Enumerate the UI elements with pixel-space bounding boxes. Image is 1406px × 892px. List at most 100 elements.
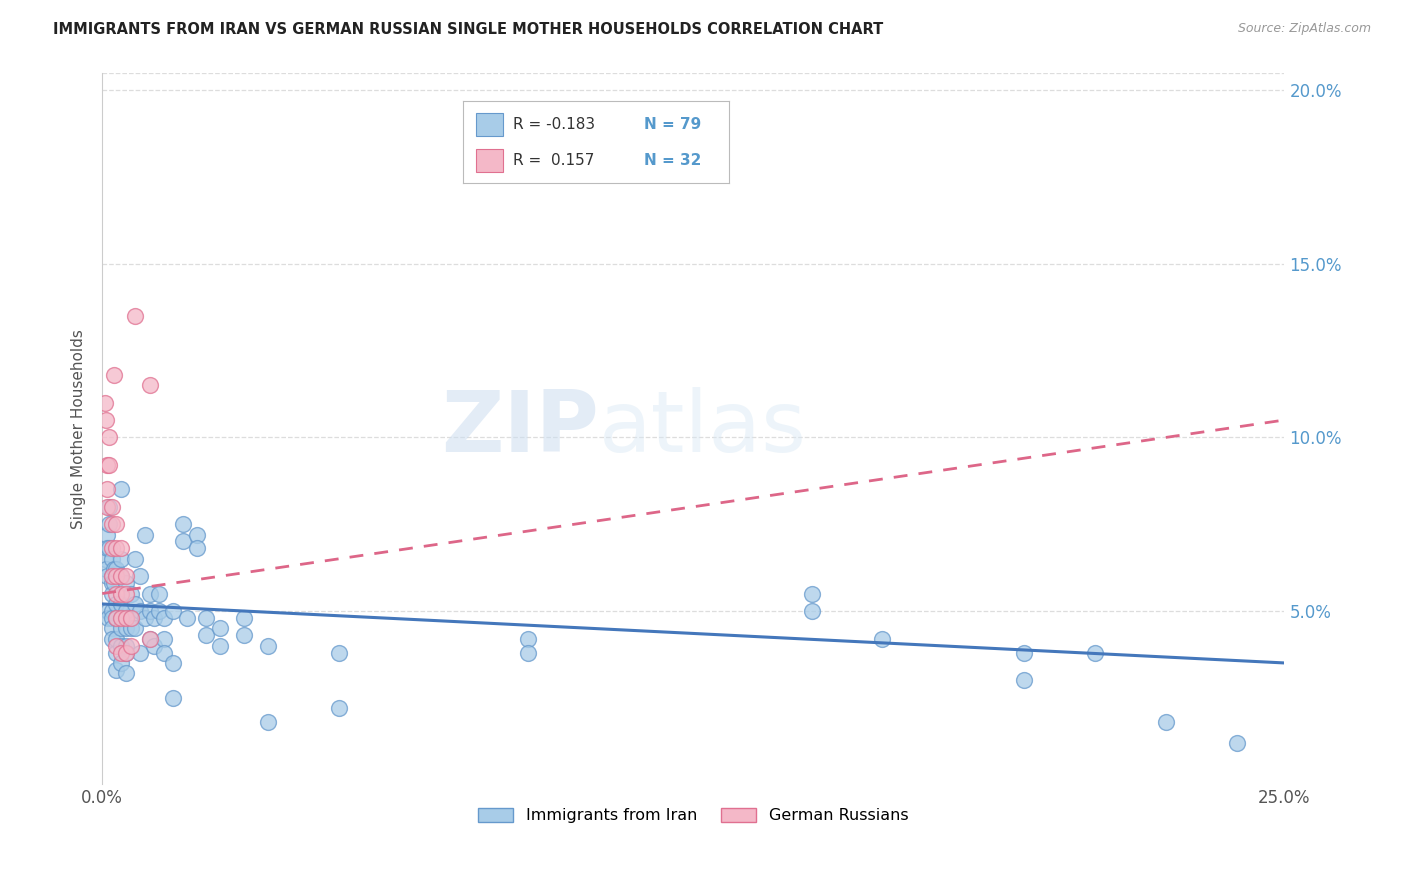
Point bbox=[103, 576, 125, 591]
Point bbox=[134, 527, 156, 541]
Text: Source: ZipAtlas.com: Source: ZipAtlas.com bbox=[1237, 22, 1371, 36]
Point bbox=[100, 632, 122, 646]
Point bbox=[124, 597, 146, 611]
Point bbox=[105, 632, 128, 646]
Point bbox=[94, 562, 117, 576]
Point bbox=[148, 586, 170, 600]
Point bbox=[143, 611, 166, 625]
Point bbox=[96, 569, 118, 583]
Point bbox=[124, 621, 146, 635]
Point bbox=[103, 562, 125, 576]
Point bbox=[105, 611, 128, 625]
Point bbox=[110, 621, 132, 635]
Point bbox=[800, 604, 823, 618]
Point bbox=[209, 621, 232, 635]
Point bbox=[115, 621, 138, 635]
Point bbox=[138, 632, 160, 646]
Point bbox=[96, 458, 118, 472]
Point bbox=[872, 632, 894, 646]
Point bbox=[100, 576, 122, 591]
Point bbox=[105, 639, 128, 653]
Point bbox=[110, 611, 132, 625]
Point bbox=[124, 551, 146, 566]
Point bbox=[120, 611, 142, 625]
Text: atlas: atlas bbox=[599, 387, 807, 470]
Point bbox=[516, 632, 538, 646]
Point bbox=[209, 639, 232, 653]
Point bbox=[105, 562, 128, 576]
Point bbox=[98, 430, 121, 444]
Point bbox=[129, 646, 152, 660]
Point bbox=[516, 646, 538, 660]
Point bbox=[256, 639, 278, 653]
Point bbox=[105, 597, 128, 611]
Point bbox=[97, 611, 120, 625]
Point bbox=[105, 586, 128, 600]
Point bbox=[97, 604, 120, 618]
Point bbox=[110, 639, 132, 653]
Point bbox=[105, 569, 128, 583]
Point bbox=[98, 517, 121, 532]
Point bbox=[172, 517, 194, 532]
Point bbox=[120, 586, 142, 600]
Point bbox=[110, 656, 132, 670]
Point bbox=[143, 639, 166, 653]
Point bbox=[100, 569, 122, 583]
Point bbox=[172, 534, 194, 549]
Point bbox=[110, 597, 132, 611]
Text: ZIP: ZIP bbox=[441, 387, 599, 470]
Point bbox=[100, 541, 122, 556]
Point bbox=[1014, 646, 1036, 660]
Point bbox=[195, 628, 218, 642]
Point bbox=[138, 378, 160, 392]
Point bbox=[100, 569, 122, 583]
Point bbox=[256, 714, 278, 729]
Point bbox=[152, 646, 174, 660]
Point bbox=[100, 604, 122, 618]
Point bbox=[110, 586, 132, 600]
Point bbox=[162, 690, 184, 705]
Point bbox=[96, 483, 118, 497]
Point bbox=[1154, 714, 1177, 729]
Point bbox=[129, 569, 152, 583]
Point bbox=[134, 611, 156, 625]
Point bbox=[115, 576, 138, 591]
Point bbox=[100, 621, 122, 635]
Point bbox=[120, 611, 142, 625]
Text: IMMIGRANTS FROM IRAN VS GERMAN RUSSIAN SINGLE MOTHER HOUSEHOLDS CORRELATION CHAR: IMMIGRANTS FROM IRAN VS GERMAN RUSSIAN S… bbox=[53, 22, 884, 37]
Point bbox=[98, 500, 121, 514]
Point bbox=[96, 541, 118, 556]
Point bbox=[110, 569, 132, 583]
Point bbox=[98, 541, 121, 556]
Point bbox=[138, 586, 160, 600]
Point bbox=[233, 611, 256, 625]
Point bbox=[328, 701, 350, 715]
Point bbox=[162, 604, 184, 618]
Point bbox=[120, 639, 142, 653]
Point bbox=[195, 611, 218, 625]
Point bbox=[1226, 736, 1249, 750]
Point bbox=[152, 632, 174, 646]
Point bbox=[115, 611, 138, 625]
Point bbox=[233, 628, 256, 642]
Point bbox=[93, 395, 115, 409]
Point bbox=[162, 656, 184, 670]
Point bbox=[129, 604, 152, 618]
Point bbox=[110, 646, 132, 660]
Point bbox=[110, 551, 132, 566]
Legend: Immigrants from Iran, German Russians: Immigrants from Iran, German Russians bbox=[471, 801, 915, 830]
Point bbox=[1014, 673, 1036, 688]
Point bbox=[105, 646, 128, 660]
Point bbox=[115, 604, 138, 618]
Point bbox=[800, 586, 823, 600]
Point bbox=[186, 541, 208, 556]
Point bbox=[115, 646, 138, 660]
Point bbox=[98, 458, 121, 472]
Point bbox=[96, 500, 118, 514]
Point bbox=[100, 551, 122, 566]
Point bbox=[115, 646, 138, 660]
Point bbox=[100, 500, 122, 514]
Point bbox=[124, 309, 146, 323]
Point bbox=[110, 541, 132, 556]
Point bbox=[176, 611, 198, 625]
